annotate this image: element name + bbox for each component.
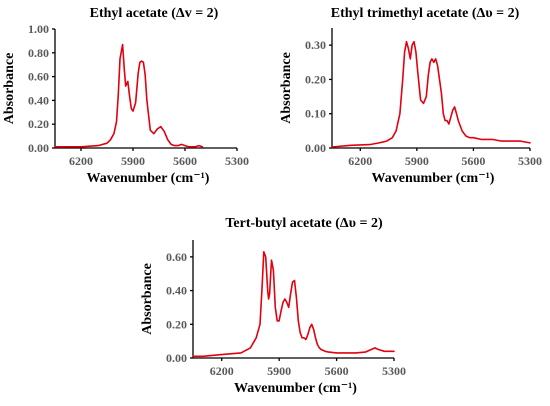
y-tick-label: 0.80: [28, 46, 49, 60]
x-tick-label: 6200: [348, 154, 372, 168]
y-tick-label: 0.00: [166, 351, 187, 365]
chart-panel-3: Tert-butyl acetate (Δυ = 2) 0.00 0.20 0.40 0…: [140, 216, 406, 396]
chart-title: Ethyl acetate (Δv = 2): [90, 6, 219, 21]
absorbance-spectrum-line: [331, 40, 531, 148]
y-tick-label: 0.20: [305, 72, 326, 86]
x-axis-label: Wavenumber (cm⁻¹): [234, 381, 357, 396]
chart-panel-2: Ethyl trimethyl acetate (Δυ = 2) 0.00 0.10…: [279, 6, 542, 186]
y-tick-label: 0.40: [28, 93, 49, 107]
y-tick-label: 0.40: [166, 284, 187, 298]
x-tick-label: 5300: [225, 154, 249, 168]
y-tick-label: 0.30: [305, 38, 326, 52]
absorbance-spectrum-line: [192, 251, 395, 358]
x-tick-label: 5900: [121, 154, 145, 168]
x-tick-label: 5600: [461, 154, 485, 168]
x-tick-label: 5900: [405, 154, 429, 168]
chart-panel-1: Ethyl acetate (Δv = 2) 0.00 0.20 0.40 0.60 0.…: [2, 6, 249, 186]
x-tick-label: 5300: [382, 364, 406, 378]
y-axis-label: Absorbance: [279, 52, 294, 124]
y-tick-label: 0.20: [28, 117, 49, 131]
y-tick-label: 0.00: [305, 141, 326, 155]
x-tick-label: 6200: [69, 154, 93, 168]
chart-title: Ethyl trimethyl acetate (Δυ = 2): [331, 6, 520, 21]
y-tick-label: 0.60: [28, 70, 49, 84]
x-tick-label: 5900: [267, 364, 291, 378]
x-axis-label: Wavenumber (cm⁻¹): [87, 171, 210, 186]
y-axis-label: Absorbance: [2, 53, 17, 125]
y-tick-label: 0.20: [166, 317, 187, 331]
y-axis-label: Absorbance: [140, 263, 155, 335]
x-tick-label: 5300: [518, 154, 542, 168]
x-axis-label: Wavenumber (cm⁻¹): [372, 171, 495, 186]
x-tick-label: 5600: [325, 364, 349, 378]
x-tick-label: 6200: [210, 364, 234, 378]
y-tick-label: 1.00: [28, 22, 49, 36]
absorbance-spectrum-line: [54, 43, 204, 148]
chart-title: Tert-butyl acetate (Δυ = 2): [225, 216, 383, 231]
y-tick-label: 0.60: [166, 250, 187, 264]
y-tick-label: 0.00: [28, 141, 49, 155]
y-tick-label: 0.10: [305, 107, 326, 121]
x-tick-label: 5600: [173, 154, 197, 168]
